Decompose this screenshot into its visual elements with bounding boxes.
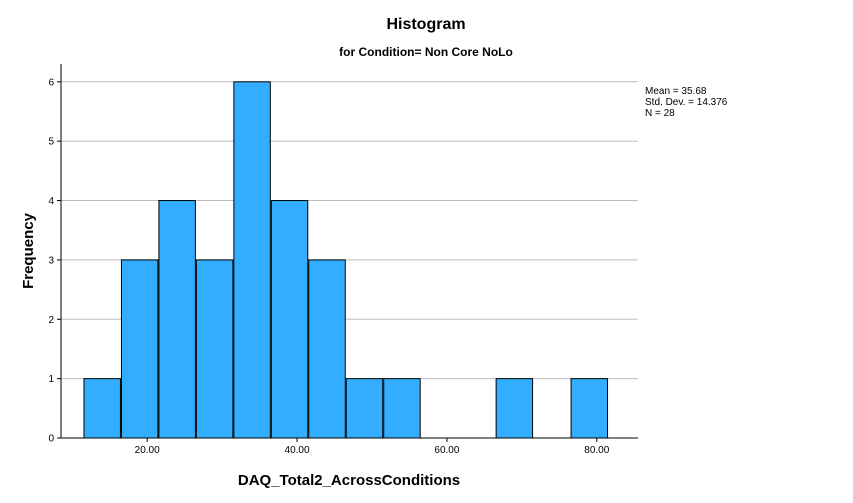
x-tick-labels: 20.00 40.00 60.00 80.00 — [135, 438, 610, 456]
y-tick-label: 6 — [48, 77, 54, 88]
y-tick-label: 1 — [48, 374, 54, 385]
histogram-bar — [83, 378, 121, 439]
stats-std-dev: Std. Dev. = 14.376 — [645, 97, 728, 108]
histogram-bar — [570, 378, 609, 439]
y-axis-label: Frequency — [20, 212, 37, 289]
histogram-bar — [158, 200, 196, 439]
y-tick-label: 4 — [48, 196, 54, 207]
histogram-bar — [495, 378, 534, 439]
histogram-bar — [383, 378, 421, 439]
x-axis-label: DAQ_Total2_AcrossConditions — [238, 472, 460, 489]
x-tick-label: 80.00 — [584, 445, 609, 456]
x-tick-label: 40.00 — [285, 445, 310, 456]
histogram-bar — [195, 259, 234, 439]
chart-subtitle: for Condition= Non Core NoLo — [339, 45, 513, 59]
histogram-bar — [345, 378, 384, 439]
histogram-bar — [120, 259, 159, 439]
bars — [83, 81, 609, 439]
histogram-bar — [270, 200, 309, 439]
axes — [60, 64, 638, 439]
histogram-bar — [233, 81, 271, 439]
y-tick-label: 0 — [48, 434, 54, 445]
y-tick-label: 2 — [48, 315, 54, 326]
x-tick-label: 20.00 — [135, 445, 160, 456]
y-tick-label: 5 — [48, 137, 54, 148]
stats-box: Mean = 35.68 Std. Dev. = 14.376 N = 28 — [645, 86, 728, 119]
histogram-bar — [308, 259, 346, 439]
y-tick-label: 3 — [48, 255, 54, 266]
x-tick-label: 60.00 — [434, 445, 459, 456]
stats-mean: Mean = 35.68 — [645, 86, 707, 97]
y-tick-labels: 0 1 2 3 4 5 6 — [48, 77, 61, 445]
stats-n: N = 28 — [645, 108, 675, 119]
chart-title: Histogram — [386, 16, 465, 33]
